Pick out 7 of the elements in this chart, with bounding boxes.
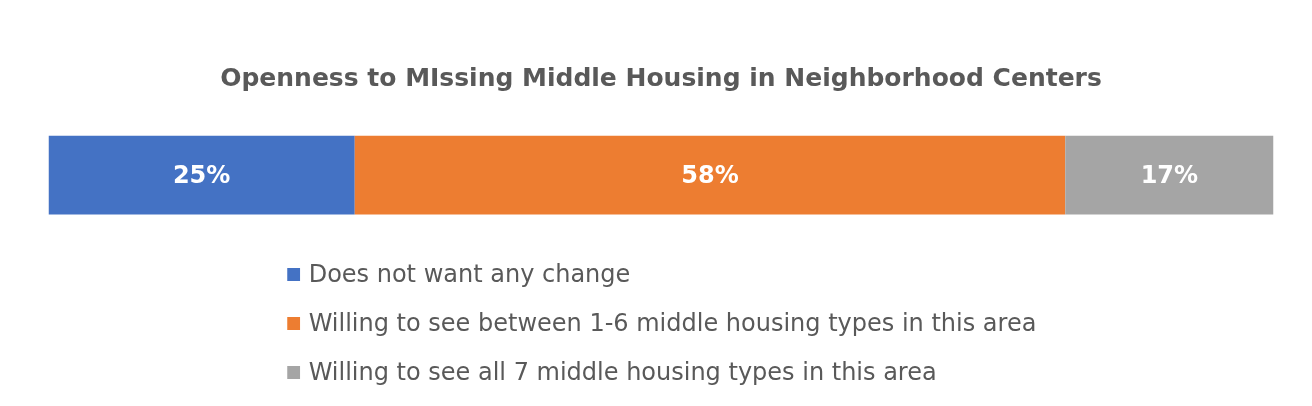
legend-label: Willing to see between 1-6 middle housing types in this area bbox=[308, 308, 1037, 339]
data-label: 25% bbox=[172, 161, 231, 189]
data-label: 58% bbox=[681, 161, 739, 189]
data-label: 17% bbox=[1140, 161, 1199, 189]
chart-title: Openness to MIssing Middle Housing in Neighborhood Centers bbox=[220, 63, 1102, 92]
legend-label: Willing to see all 7 middle housing types in this area bbox=[308, 357, 937, 388]
legend-label: Does not want any change bbox=[308, 259, 631, 290]
